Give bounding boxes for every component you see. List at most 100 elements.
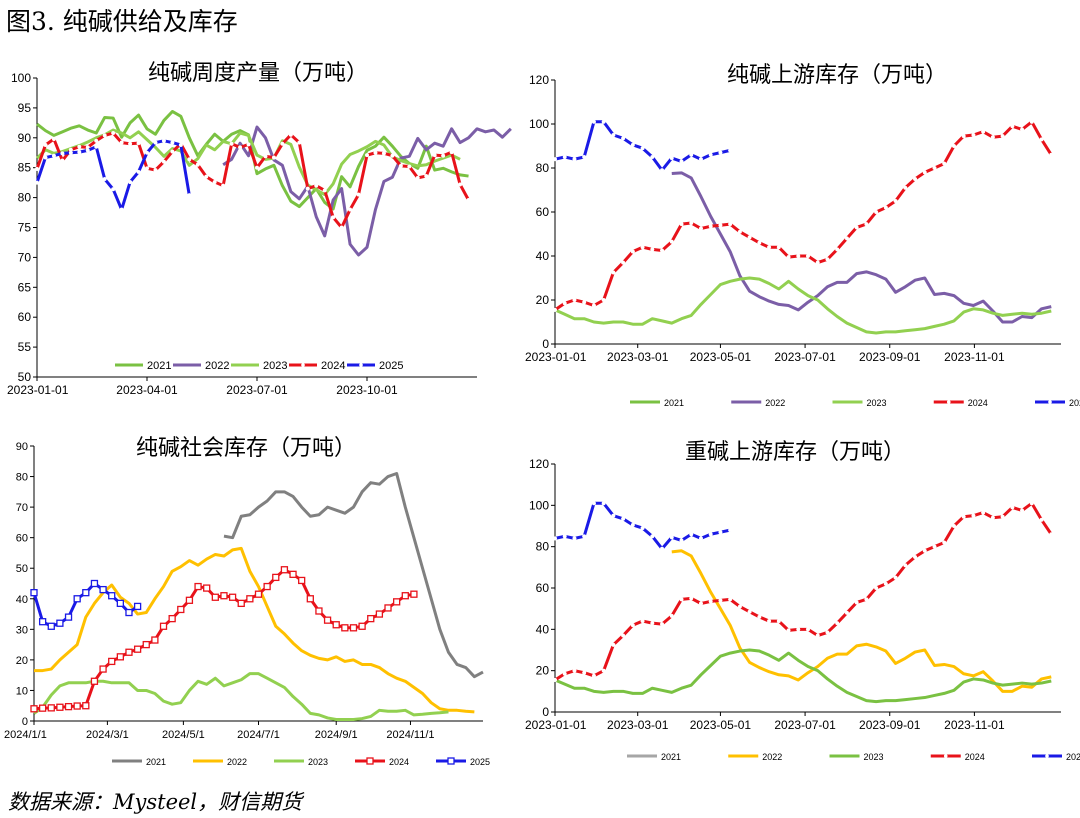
x-tick-label: 2024/7/1 [237,729,280,741]
point-2024 [246,142,251,147]
y-tick-label: 100 [11,71,31,85]
point-2024 [718,223,723,228]
point-2024 [864,222,869,227]
point-2024 [689,220,694,226]
point-2025 [708,532,713,537]
point-2024 [237,599,245,608]
chart-title: 纯碱社会库存（万吨） [136,435,356,460]
legend-label-2021: 2021 [147,360,171,372]
point-2024 [111,130,116,136]
point-2024 [288,132,293,137]
point-2024 [367,614,375,623]
point-2024 [60,158,65,163]
chart-title: 纯碱周度产量（万吨） [148,60,368,85]
point-2024 [922,170,927,175]
x-tick-label: 2023-01-01 [7,383,69,397]
production-chart: 纯碱周度产量（万吨） 50 55 60 65 70 75 80 85 90 95 100 2023-01… [7,60,512,397]
point-2025 [591,119,596,124]
point-2025 [47,622,55,630]
point-2024 [187,157,192,162]
point-2024 [854,225,859,230]
point-2024 [1020,127,1025,132]
point-2024 [228,593,237,601]
point-2025 [82,589,90,597]
y-tick-label: 60 [536,205,550,219]
point-2024 [669,613,674,618]
legend-label-2025: 2025 [1066,752,1080,762]
point-2024 [767,619,772,624]
point-2025 [640,526,645,531]
x-tick-label: 2024/5/1 [162,729,205,741]
point-2024 [331,215,336,220]
point-2024 [981,129,986,134]
y-tick-label: 80 [536,540,550,554]
x-tick-label: 2023-03-01 [607,718,669,732]
point-2024 [1039,517,1044,522]
point-2024 [767,245,772,250]
point-2025 [552,536,558,541]
legend-marker-2025 [447,757,455,765]
point-2025 [689,532,694,537]
point-2024 [246,595,254,603]
point-2024 [990,515,995,520]
point-2024 [640,619,645,624]
point-2024 [990,135,995,140]
point-2024 [203,584,211,592]
point-2025 [133,602,142,611]
y-tick-label: 20 [536,664,550,678]
point-2024 [211,593,219,601]
point-2024 [757,240,762,245]
point-2024 [341,624,349,632]
point-2024 [912,176,918,182]
chart-title: 纯碱上游库存（万吨） [727,62,947,87]
y-tick-label: 75 [18,221,32,235]
y-tick-label: 70 [16,502,28,514]
point-2024 [903,563,908,568]
point-2024 [630,623,635,628]
point-2025 [77,150,82,155]
series-line-2025 [554,120,731,172]
point-2024 [582,670,587,675]
series-line-2022 [671,171,1052,324]
y-tick-label: 40 [536,622,550,636]
point-2024 [204,174,209,179]
point-2024 [159,622,168,630]
point-2024 [349,624,358,632]
y-tick-label: 80 [16,472,28,484]
legend-label-2023: 2023 [263,360,287,372]
point-2025 [669,156,674,161]
point-2024 [572,297,577,303]
series-line-2022 [222,125,512,257]
point-2024 [971,513,976,518]
point-2025 [108,592,116,600]
y-tick-label: 60 [16,533,28,545]
point-2025 [659,168,665,173]
y-tick-label: 85 [18,161,32,175]
point-2024 [220,592,228,600]
point-2024 [348,207,353,212]
legend-label-2023: 2023 [308,757,328,767]
point-2025 [728,148,733,153]
point-2024 [322,188,327,193]
x-tick-label: 2024/3/1 [86,729,129,741]
point-2024 [306,595,314,603]
point-2024 [659,248,665,253]
point-2024 [796,627,801,632]
point-2024 [441,153,446,158]
point-2025 [60,151,65,156]
point-2024 [582,300,587,305]
point-2024 [410,590,418,598]
point-2024 [786,255,791,260]
y-tick-label: 65 [18,280,32,294]
legend-label-2022: 2022 [227,757,247,767]
point-2024 [77,144,82,149]
point-2024 [825,630,830,635]
point-2024 [272,573,280,582]
point-2024 [424,174,429,179]
point-2024 [119,140,124,145]
point-2024 [835,621,840,626]
series-line-2024 [33,568,415,711]
data-source: 数据来源：Mysteel，财信期货 [8,790,303,814]
point-2024 [679,597,684,602]
point-2024 [708,599,713,604]
